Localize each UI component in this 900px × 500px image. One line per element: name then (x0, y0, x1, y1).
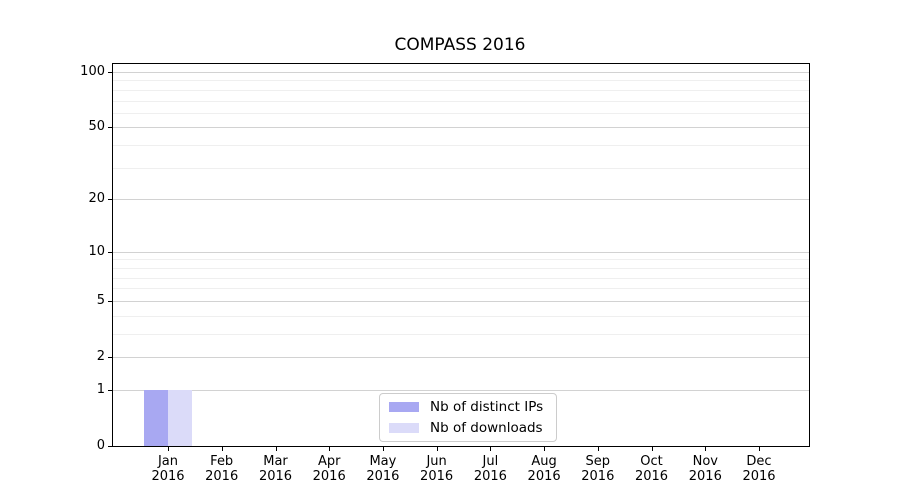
x-tick-mark (436, 446, 438, 451)
x-tick-label: Dec 2016 (742, 454, 776, 484)
x-tick-mark (597, 446, 599, 451)
legend-entry-downloads: Nb of downloads (388, 420, 548, 438)
legend-swatch-distinct-ips (389, 401, 419, 412)
bar-distinct-ips-jan (144, 389, 168, 446)
gridline-major (113, 251, 809, 253)
gridline-minor (113, 145, 809, 147)
x-tick-label: Apr 2016 (312, 454, 346, 484)
x-tick-label: Jan 2016 (151, 454, 185, 484)
gridline-minor (113, 288, 809, 290)
x-tick-label: Feb 2016 (205, 454, 239, 484)
x-tick-mark (490, 446, 492, 451)
x-tick-mark (382, 446, 384, 451)
y-tick-label: 10 (88, 243, 105, 259)
x-tick-label: Aug 2016 (527, 454, 561, 484)
gridline-major (113, 300, 809, 302)
legend-swatch-downloads (389, 423, 419, 434)
gridline-major (113, 199, 809, 201)
y-tick-mark (108, 446, 113, 447)
y-tick-label: 2 (96, 349, 105, 364)
gridline-minor (113, 167, 809, 169)
x-tick-mark (329, 446, 331, 451)
gridline-minor (113, 112, 809, 114)
gridline-major (113, 357, 809, 358)
y-tick-label: 0 (96, 438, 105, 453)
chart-title: COMPASS 2016 (394, 35, 526, 55)
gridline-minor (113, 80, 809, 82)
gridline-minor (113, 315, 809, 317)
x-tick-label: Oct 2016 (634, 454, 669, 484)
y-tick-label: 100 (80, 64, 105, 79)
x-tick-mark (168, 446, 169, 451)
x-tick-label: Nov 2016 (688, 454, 722, 484)
y-tick-label: 50 (88, 119, 105, 135)
gridline-minor (113, 89, 809, 91)
y-tick-mark (108, 251, 113, 253)
x-tick-mark (544, 446, 546, 451)
gridline-major (113, 389, 809, 391)
gridline-major (113, 72, 809, 73)
y-tick-mark (108, 127, 113, 129)
bar-downloads-jan (168, 389, 192, 446)
legend-entry-distinct-ips: Nb of distinct IPs (388, 398, 548, 416)
plot-area: Nb of distinct IPs Nb of downloads 0 1 2 5 1… (80, 63, 810, 484)
x-tick-label: Sep 2016 (581, 454, 615, 484)
gridline-minor (113, 333, 809, 335)
y-tick-label: 5 (96, 292, 105, 308)
gridline-minor (113, 100, 809, 102)
x-tick-label: Mar 2016 (258, 454, 293, 484)
gridline-major (113, 127, 809, 129)
y-tick-mark (108, 72, 113, 73)
legend-label-distinct-ips: Nb of distinct IPs (430, 398, 544, 415)
y-tick-label: 1 (96, 381, 105, 397)
legend: Nb of distinct IPs Nb of downloads (379, 393, 557, 442)
x-tick-label: May 2016 (366, 454, 400, 484)
y-tick-mark (108, 389, 113, 391)
y-tick-label: 20 (88, 191, 105, 207)
legend-label-downloads: Nb of downloads (430, 420, 543, 437)
x-tick-mark (275, 446, 277, 451)
y-tick-mark (108, 357, 113, 358)
x-tick-label: Jul 2016 (473, 454, 507, 484)
x-tick-label: Jun 2016 (420, 454, 454, 484)
y-tick-mark (108, 199, 113, 201)
x-tick-mark (759, 446, 760, 451)
gridline-minor (113, 267, 809, 269)
gridline-minor (113, 277, 809, 279)
x-tick-mark (705, 446, 707, 451)
x-tick-mark (221, 446, 223, 451)
gridline-minor (113, 259, 809, 261)
y-tick-mark (108, 300, 113, 302)
x-tick-mark (651, 446, 653, 451)
